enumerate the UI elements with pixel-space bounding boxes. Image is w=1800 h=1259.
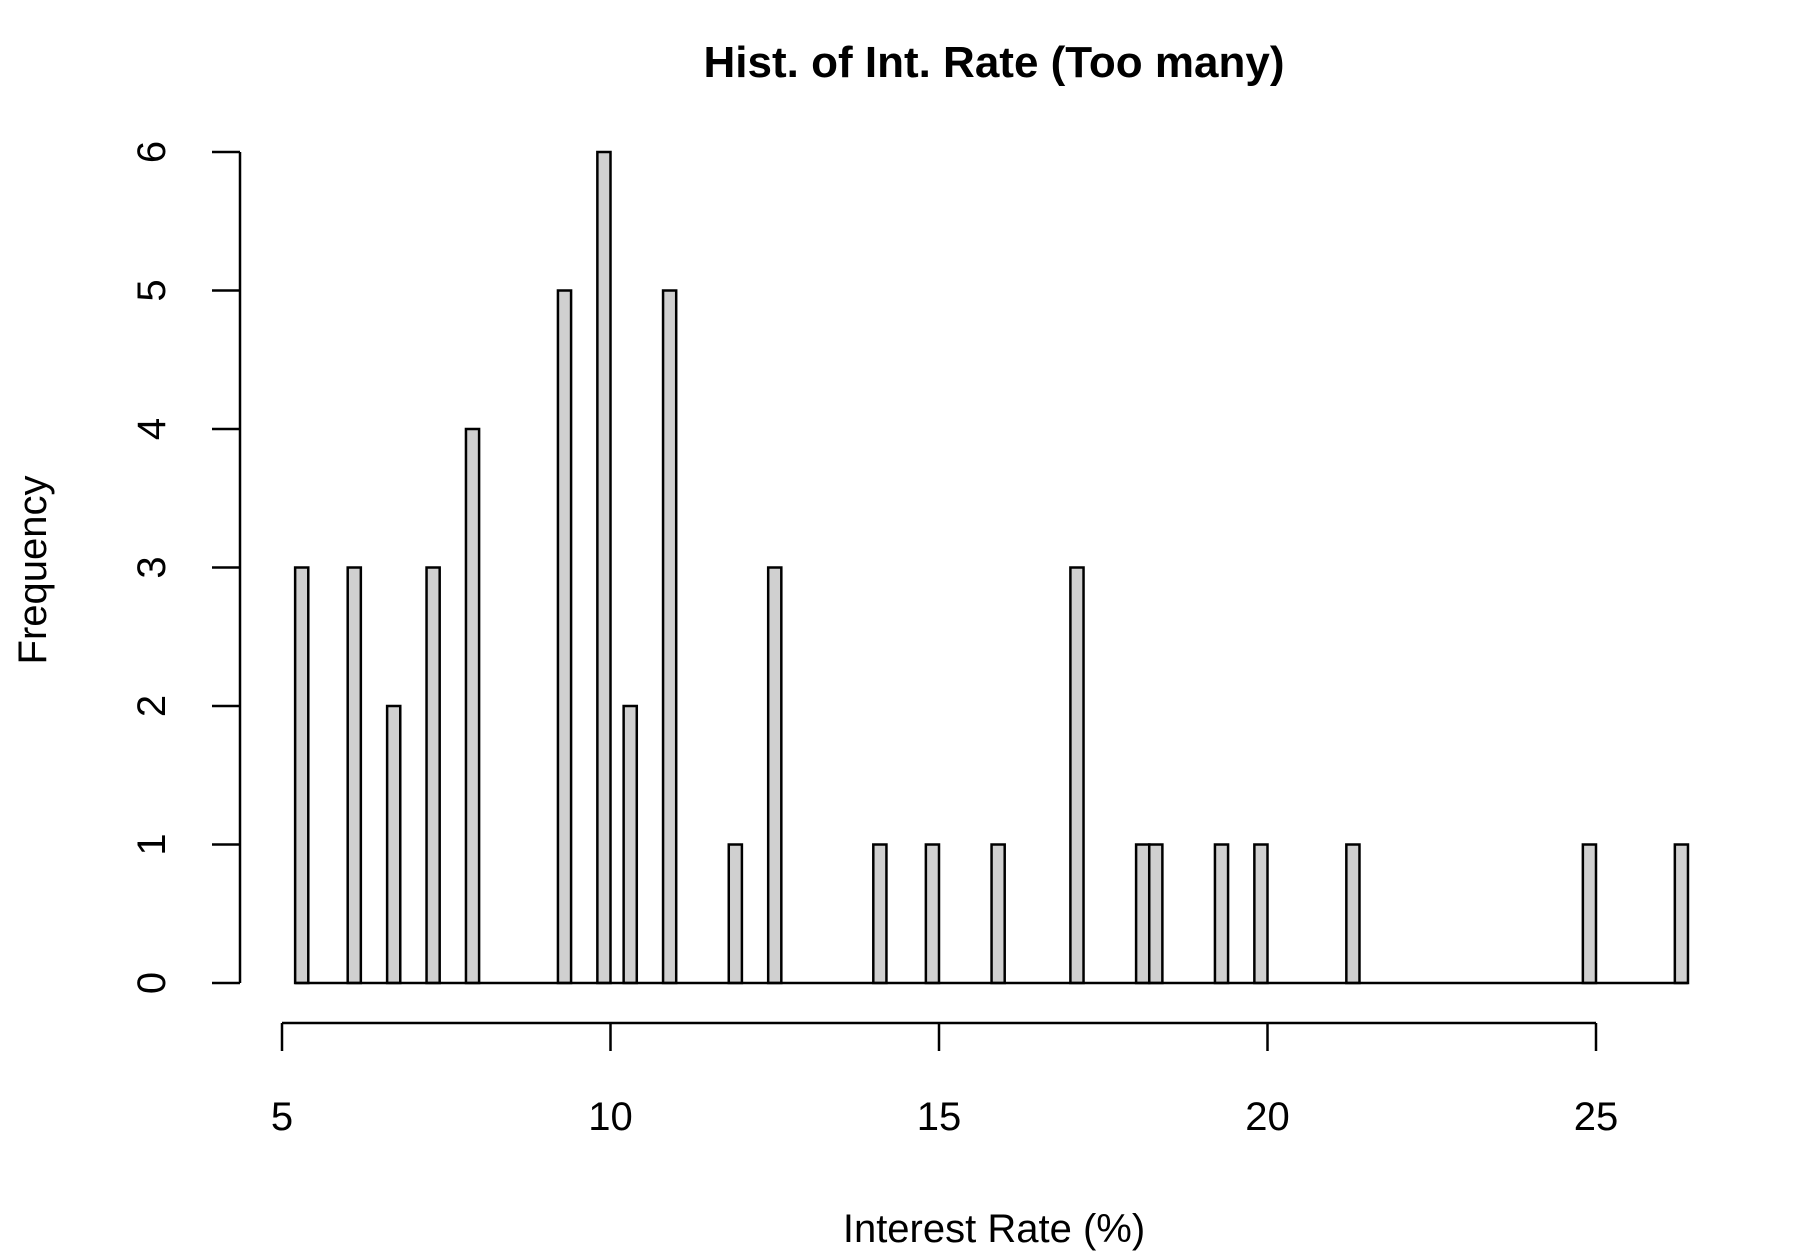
histogram-bar <box>346 566 363 985</box>
histogram-bar <box>596 150 612 985</box>
y-tick-label: 0 <box>130 972 174 994</box>
chart-title: Hist. of Int. Rate (Too many) <box>704 38 1285 87</box>
histogram-bar <box>1069 566 1085 985</box>
histogram-bar <box>385 704 402 985</box>
x-axis-label: Interest Rate (%) <box>843 1207 1145 1251</box>
histogram-bar <box>872 843 888 985</box>
histogram-bar <box>1213 843 1230 985</box>
x-axis: 5 10 15 20 25 <box>271 1021 1619 1139</box>
x-tick-label: 25 <box>1574 1095 1619 1139</box>
histogram-bar <box>1253 843 1269 985</box>
y-axis-label: Frequency <box>11 476 55 665</box>
x-tick-label: 5 <box>271 1095 293 1139</box>
bars-group <box>293 150 1690 985</box>
histogram-bar <box>622 704 639 985</box>
y-tick-label: 1 <box>130 833 174 855</box>
histogram-bar <box>464 427 481 985</box>
histogram-bar <box>293 566 310 985</box>
histogram-bar <box>1673 843 1690 985</box>
histogram-bar <box>1134 843 1151 985</box>
y-tick-label: 5 <box>130 279 174 301</box>
histogram-bar <box>1581 843 1598 985</box>
histogram-bar <box>556 289 573 985</box>
histogram-bar <box>661 289 678 985</box>
x-tick-label: 10 <box>588 1095 633 1139</box>
x-tick-label: 15 <box>917 1095 962 1139</box>
histogram-bar <box>924 843 941 985</box>
histogram-bar <box>766 566 783 985</box>
y-tick-label: 2 <box>130 695 174 717</box>
y-tick-label: 6 <box>130 141 174 163</box>
histogram-bar <box>990 843 1006 985</box>
histogram-bar <box>425 566 441 985</box>
y-tick-label: 4 <box>130 418 174 440</box>
y-axis: 0 1 2 3 4 5 6 <box>130 141 242 994</box>
x-tick-label: 20 <box>1245 1095 1290 1139</box>
y-tick-label: 3 <box>130 556 174 578</box>
histogram-bar <box>1147 843 1164 985</box>
histogram-bar <box>1345 843 1361 985</box>
histogram-bar <box>727 843 744 985</box>
